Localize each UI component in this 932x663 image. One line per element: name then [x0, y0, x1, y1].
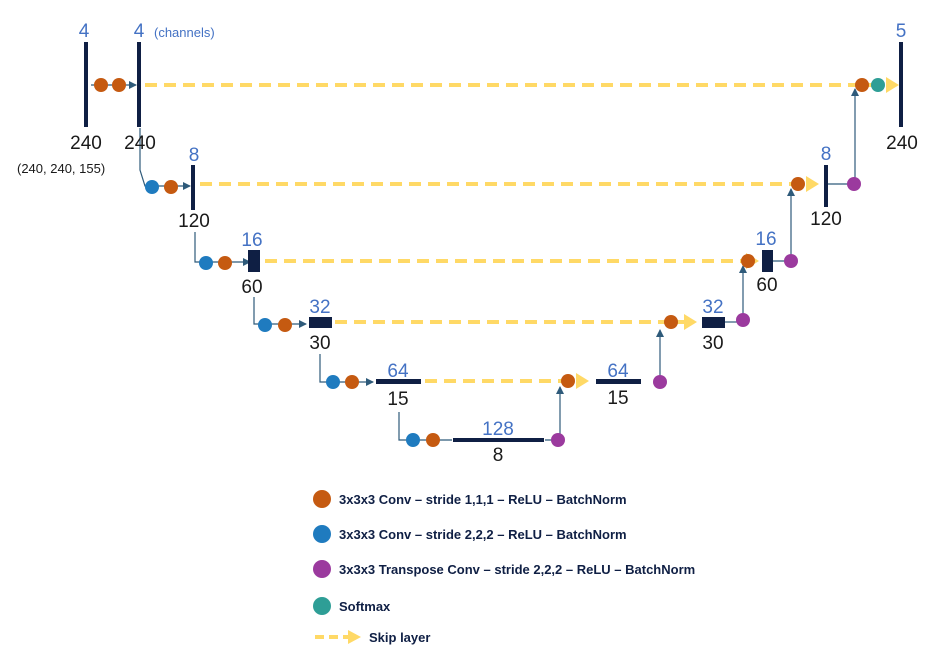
skip-arrowhead-level1: [806, 176, 819, 192]
bar-level4-encoder: [376, 379, 421, 384]
label-decoder-l1-channels: 8: [821, 144, 832, 165]
conv-stride1-circle: [664, 315, 678, 329]
transpose-conv-circle: [736, 313, 750, 327]
arrow-down-bottleneck: [398, 412, 452, 441]
decoder-connectors: [545, 88, 859, 441]
label-channels-note: (channels): [154, 25, 215, 40]
conv-stride1-circle: [426, 433, 440, 447]
transpose-conv-circle: [653, 375, 667, 389]
conv-stride2-circle: [199, 256, 213, 270]
conv-stride2-circle: [326, 375, 340, 389]
label-bottleneck-size: 8: [493, 445, 504, 466]
legend-softmax-icon: [313, 597, 331, 615]
transpose-conv-circle: [784, 254, 798, 268]
bar-level4-decoder: [596, 379, 641, 384]
bar-input: [84, 42, 88, 127]
bar-level1-decoder: [824, 165, 828, 207]
label-encoder-l3-channels: 32: [309, 297, 330, 318]
label-level0-channels: 4: [134, 21, 145, 42]
skip-arrowhead-level4: [576, 373, 589, 389]
skip-arrowhead-level0: [886, 77, 899, 93]
legend-conv-stride2-label: 3x3x3 Conv – stride 2,2,2 – ReLU – Batch…: [339, 527, 627, 542]
legend-conv-stride2-icon: [313, 525, 331, 543]
legend-transpose-conv-icon: [313, 560, 331, 578]
skip-arrowhead-level3: [684, 314, 697, 330]
conv-stride2-circle: [258, 318, 272, 332]
label-decoder-l3-channels: 32: [702, 297, 723, 318]
label-decoder-l1-size: 120: [810, 209, 842, 230]
label-decoder-l3-size: 30: [702, 333, 723, 354]
conv-stride1-circle: [345, 375, 359, 389]
legend-transpose-conv-label: 3x3x3 Transpose Conv – stride 2,2,2 – Re…: [339, 562, 695, 577]
label-encoder-l3-size: 30: [309, 333, 330, 354]
conv-stride1-circle: [218, 256, 232, 270]
label-encoder-l4-channels: 64: [387, 361, 409, 382]
conv-stride1-circle: [741, 254, 755, 268]
label-bottleneck-channels: 128: [482, 419, 514, 440]
label-encoder-l2-size: 60: [241, 277, 262, 298]
label-encoder-l1-channels: 8: [189, 145, 200, 166]
legend-skip-arrowhead: [348, 630, 361, 644]
bar-level3-decoder: [702, 317, 725, 328]
conv-stride1-circle: [94, 78, 108, 92]
bar-level3-encoder: [309, 317, 332, 328]
label-input-shape: (240, 240, 155): [17, 161, 105, 176]
label-decoder-l4-channels: 64: [607, 361, 629, 382]
bar-level2-encoder: [248, 250, 260, 272]
bar-level1-encoder: [191, 165, 195, 210]
conv-stride1-circle: [855, 78, 869, 92]
conv-stride2-circle: [145, 180, 159, 194]
label-decoder-l2-size: 60: [756, 275, 777, 296]
label-encoder-l1-size: 120: [178, 211, 210, 232]
legend-skip-label: Skip layer: [369, 630, 430, 645]
label-encoder-l2-channels: 16: [241, 230, 262, 251]
conv-stride1-circle: [164, 180, 178, 194]
label-input-size: 240: [70, 133, 102, 154]
legend-conv-stride1-icon: [313, 490, 331, 508]
legend-softmax-label: Softmax: [339, 599, 391, 614]
legend: 3x3x3 Conv – stride 1,1,1 – ReLU – Batch…: [313, 490, 695, 645]
transpose-conv-circle: [551, 433, 565, 447]
bar-level0-encoder: [137, 42, 141, 127]
bar-level2-decoder: [762, 250, 773, 272]
labels: 4 4 (channels) 5 240 240 240 (240, 240, …: [17, 21, 918, 466]
softmax-circle: [871, 78, 885, 92]
conv-stride2-circle: [406, 433, 420, 447]
label-decoder-l4-size: 15: [607, 388, 628, 409]
label-level0-size: 240: [124, 133, 156, 154]
conv-stride1-circle: [278, 318, 292, 332]
bar-bottleneck: [453, 438, 544, 442]
legend-conv-stride1-label: 3x3x3 Conv – stride 1,1,1 – ReLU – Batch…: [339, 492, 627, 507]
label-encoder-l4-size: 15: [387, 389, 408, 410]
label-output-size: 240: [886, 133, 918, 154]
label-decoder-l2-channels: 16: [755, 229, 776, 250]
label-output-channels: 5: [896, 21, 907, 42]
conv-stride1-circle: [112, 78, 126, 92]
transpose-conv-circle: [847, 177, 861, 191]
arrow-up-level4: [545, 386, 564, 441]
feature-map-bars: [84, 42, 903, 442]
label-input-channels: 4: [79, 21, 90, 42]
conv-stride1-circle: [791, 177, 805, 191]
bar-output: [899, 42, 903, 127]
operation-circles: [94, 78, 885, 447]
conv-stride1-circle: [561, 374, 575, 388]
